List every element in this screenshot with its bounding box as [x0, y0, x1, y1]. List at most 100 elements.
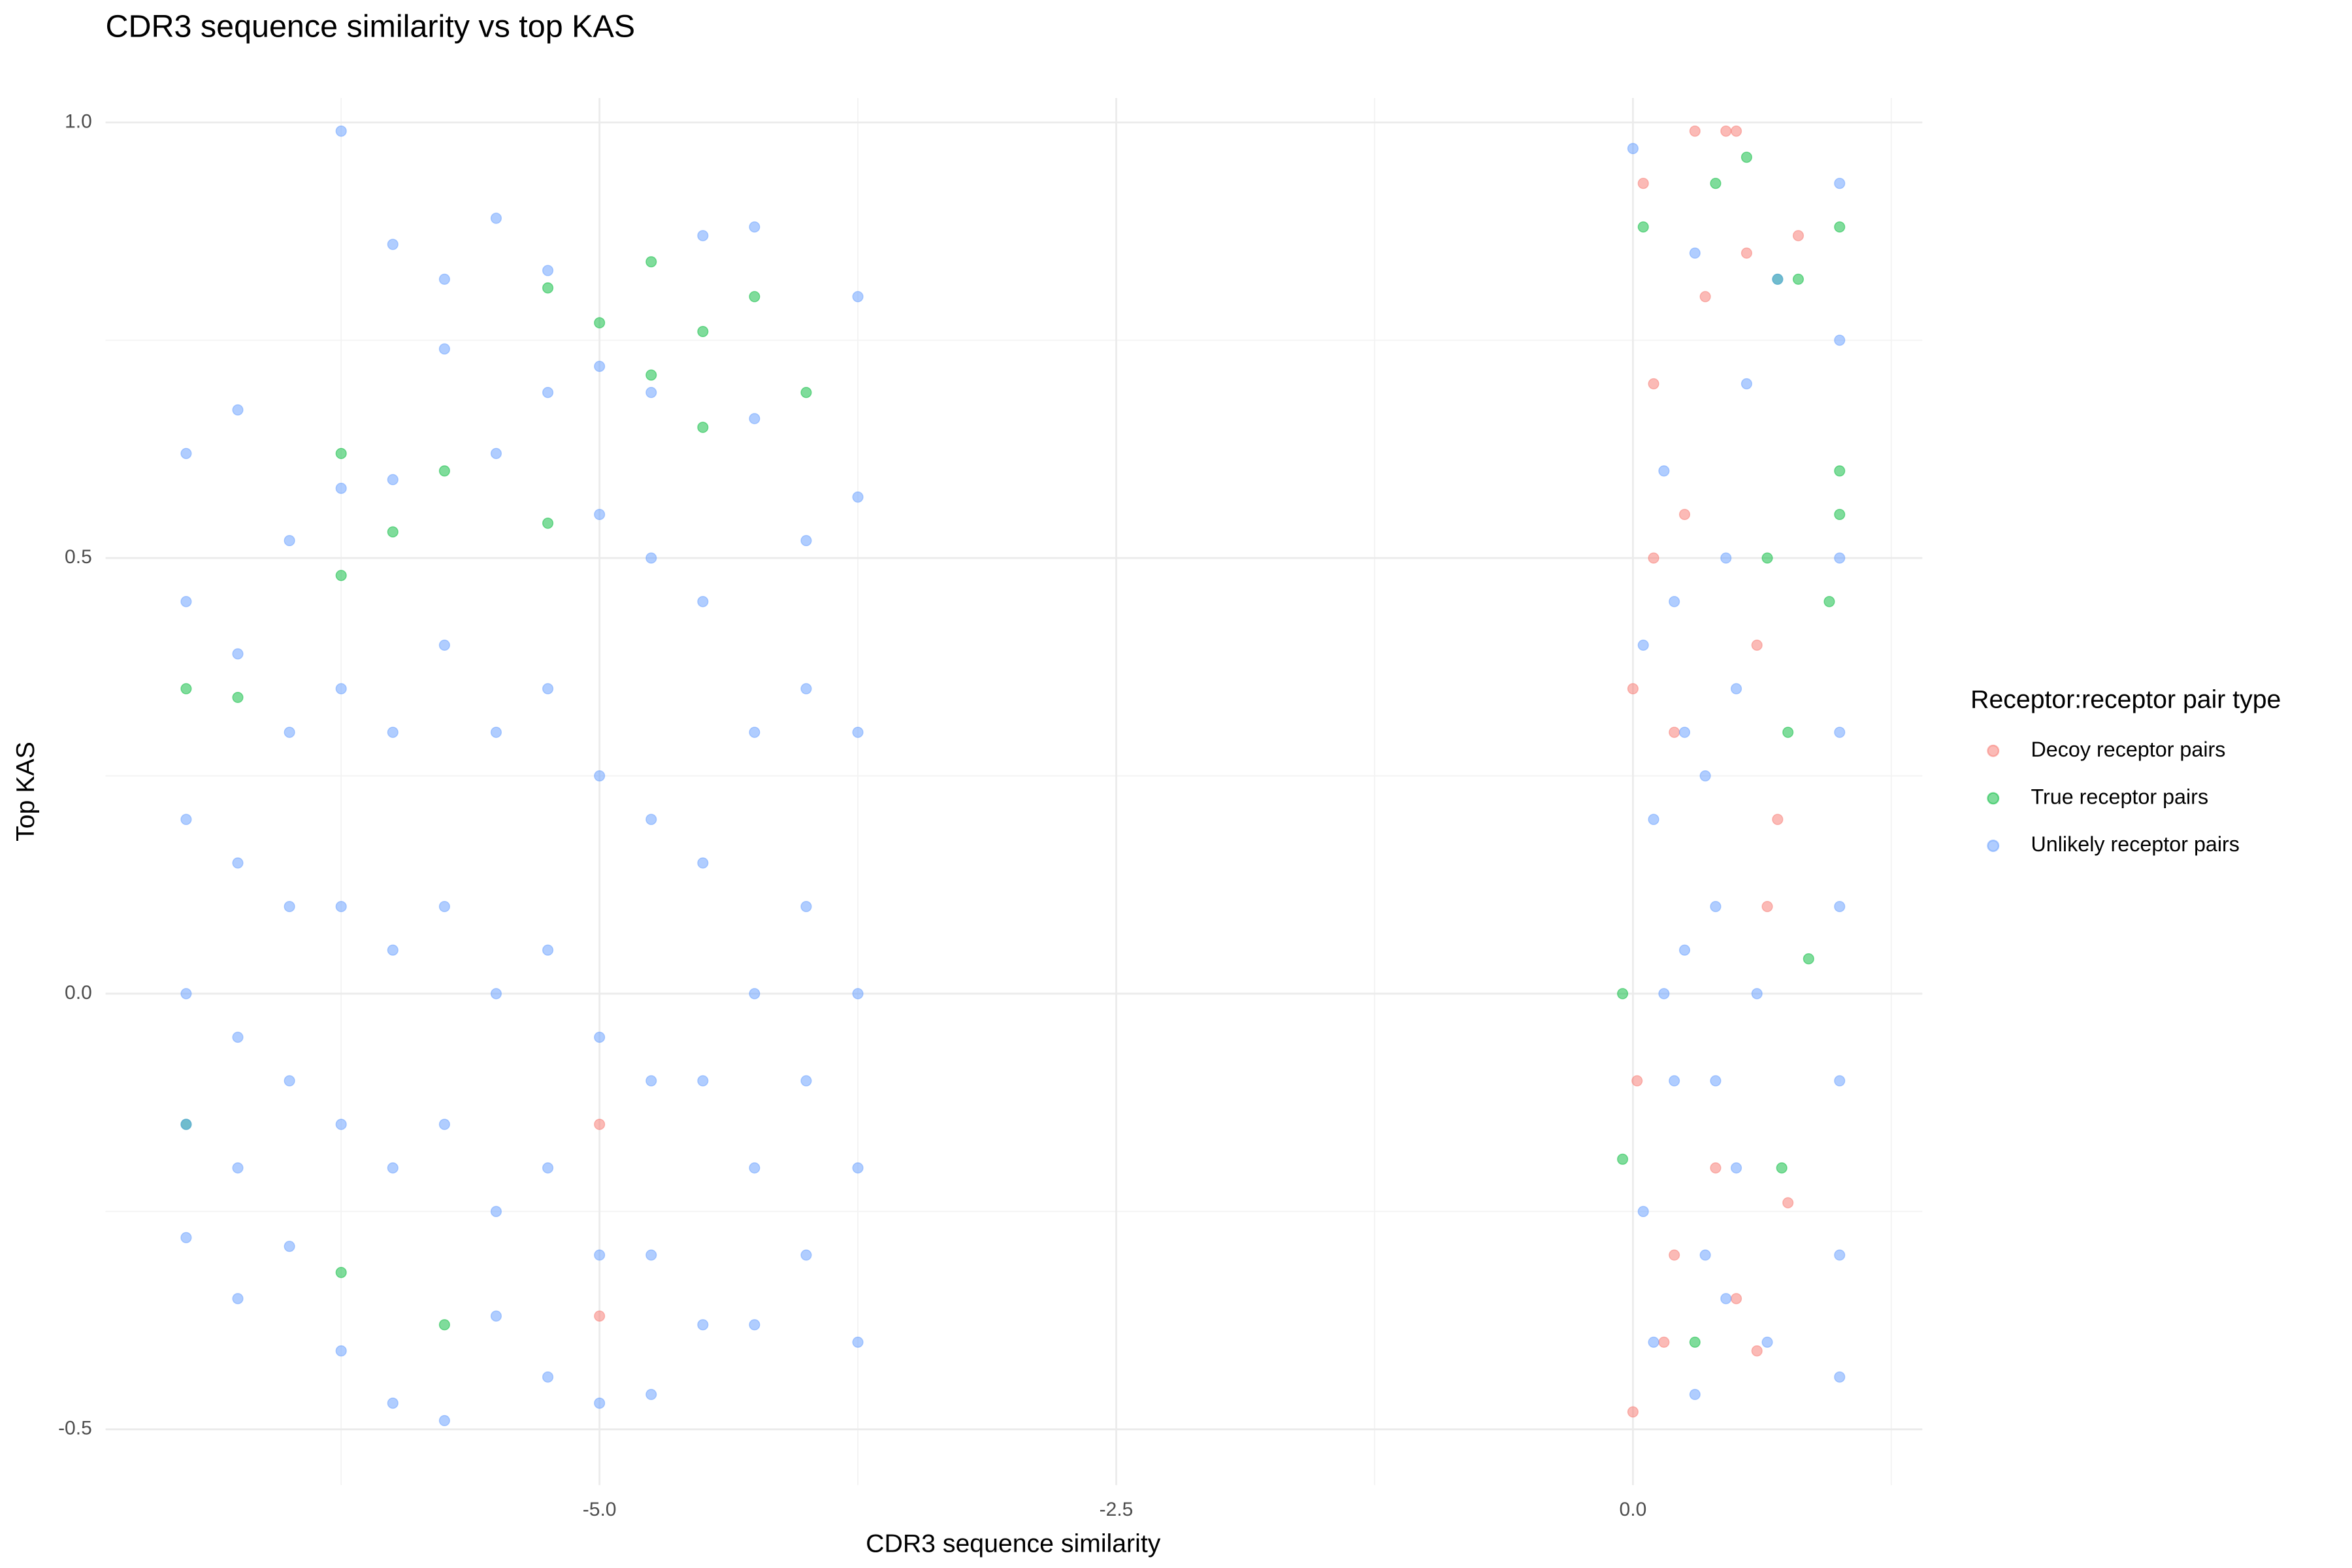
point: [490, 727, 502, 738]
point: [852, 1336, 864, 1348]
point: [1617, 988, 1629, 1000]
point: [1834, 1371, 1846, 1383]
point: [645, 813, 657, 825]
point: [542, 683, 554, 694]
y-tick-label: 1.0: [65, 110, 92, 132]
point: [594, 1249, 606, 1261]
point: [1731, 1293, 1742, 1305]
point: [1740, 378, 1752, 389]
point: [1834, 178, 1846, 189]
point: [232, 691, 244, 704]
point: [852, 988, 864, 1000]
point: [1834, 335, 1846, 346]
point: [1720, 125, 1732, 137]
legend-swatch: [1987, 792, 2000, 805]
point: [387, 1162, 399, 1174]
point: [1751, 639, 1763, 651]
point: [335, 125, 347, 137]
point: [749, 291, 760, 302]
point: [1678, 727, 1691, 738]
point: [1803, 953, 1814, 965]
point: [697, 1319, 709, 1331]
point: [180, 448, 192, 459]
point: [1731, 1162, 1742, 1174]
point: [645, 369, 657, 381]
point: [387, 238, 399, 250]
point: [490, 212, 502, 224]
point: [335, 901, 347, 913]
point: [852, 727, 864, 738]
point: [749, 1162, 760, 1174]
point: [180, 1232, 192, 1243]
point: [180, 683, 192, 694]
point: [1637, 639, 1649, 651]
point: [1834, 901, 1846, 913]
point: [542, 517, 554, 529]
legend-title: Receptor:receptor pair type: [1970, 685, 2281, 713]
point: [542, 1162, 554, 1174]
y-tick-label: -0.5: [58, 1418, 92, 1439]
point: [1834, 552, 1846, 564]
point: [1710, 901, 1722, 913]
point: [1710, 178, 1722, 189]
point: [387, 944, 399, 956]
point: [1834, 727, 1846, 738]
point: [594, 770, 606, 782]
labels: CDR3 sequence similarity vs top KAS CDR3…: [11, 9, 2281, 1558]
point: [697, 230, 709, 242]
point: [749, 413, 760, 425]
point: [697, 596, 709, 608]
point: [542, 1371, 554, 1383]
point: [335, 1119, 347, 1130]
point: [1761, 901, 1773, 913]
point: [542, 265, 554, 276]
point: [490, 448, 502, 459]
point: [1720, 552, 1732, 564]
point: [387, 1397, 399, 1409]
point: [749, 988, 760, 1000]
point: [1699, 1249, 1711, 1261]
chart-title: CDR3 sequence similarity vs top KAS: [106, 9, 636, 44]
point: [1689, 125, 1701, 137]
point: [1834, 1249, 1846, 1261]
point: [438, 1319, 450, 1331]
point: [542, 282, 554, 294]
point: [852, 491, 864, 503]
point: [284, 901, 295, 913]
point: [335, 683, 347, 694]
point: [1834, 1075, 1846, 1086]
point: [749, 221, 760, 233]
point: [1699, 291, 1711, 302]
point: [438, 1119, 450, 1130]
point: [594, 508, 606, 520]
point: [1720, 1293, 1732, 1305]
point: [232, 404, 244, 416]
point: [284, 534, 295, 547]
point: [1627, 683, 1639, 694]
point: [800, 901, 812, 913]
point: [1658, 1336, 1670, 1348]
point: [1740, 247, 1752, 259]
point: [1627, 142, 1639, 154]
point: [1761, 1336, 1773, 1348]
point: [697, 421, 709, 433]
point: [800, 683, 812, 694]
point: [800, 387, 812, 399]
point: [594, 1397, 606, 1409]
point: [645, 1388, 657, 1400]
point: [1776, 1162, 1788, 1174]
point: [1834, 465, 1846, 477]
y-axis-label: Top KAS: [11, 742, 40, 841]
point: [1627, 1406, 1639, 1418]
point: [335, 482, 347, 494]
point: [1751, 1345, 1763, 1357]
point: [1617, 1153, 1629, 1165]
point: [232, 857, 244, 869]
legend-swatch: [1987, 840, 2000, 853]
point: [387, 727, 399, 738]
point: [1631, 1075, 1643, 1086]
point: [1689, 1388, 1701, 1400]
x-axis-label: CDR3 sequence similarity: [866, 1529, 1161, 1558]
point: [1669, 727, 1680, 738]
